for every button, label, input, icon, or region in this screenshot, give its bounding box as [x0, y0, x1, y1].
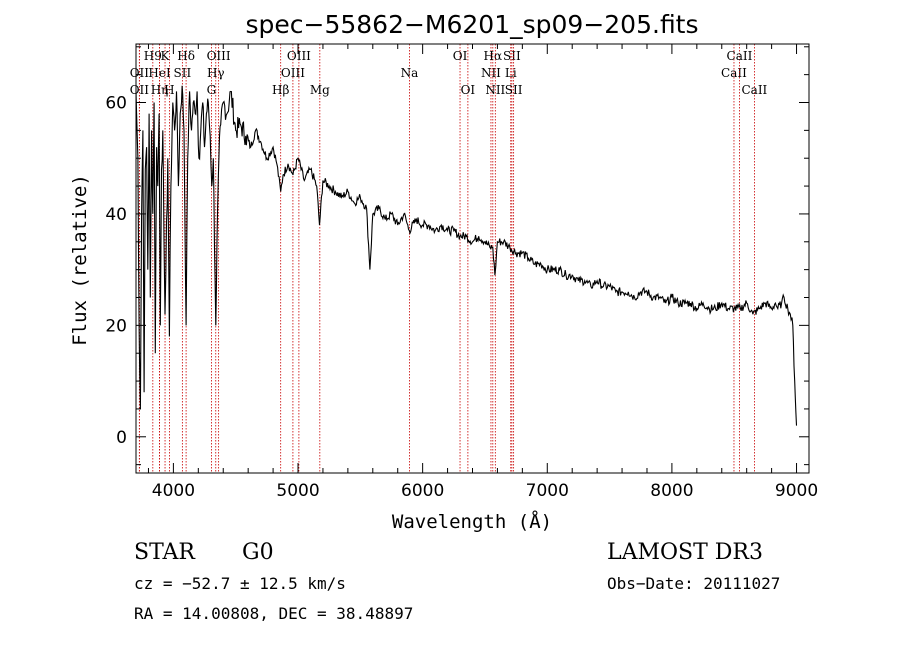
line-marker-label: CaII: [741, 83, 767, 97]
radec-label: RA = 14.00808, DEC = 38.48897: [134, 604, 413, 623]
x-tick-label: 4000: [152, 481, 195, 501]
obs-date-label: Obs−Date: 20111027: [607, 574, 780, 593]
survey-label: LAMOST DR3: [607, 540, 763, 565]
y-tick-label: 20: [105, 316, 127, 336]
y-tick-label: 0: [116, 428, 127, 448]
line-marker-label: OII: [130, 83, 150, 97]
line-marker-label: OI: [453, 49, 468, 63]
line-marker-label: SII: [174, 66, 192, 80]
object-class: STAR: [134, 540, 196, 565]
line-marker-label: Hδ: [177, 49, 195, 63]
line-marker-label: NII: [485, 83, 505, 97]
line-marker-label: Na: [401, 66, 419, 80]
line-marker-label: CaII: [727, 49, 753, 63]
x-tick-label: 7000: [526, 481, 569, 501]
y-tick-label: 60: [105, 94, 127, 114]
line-marker-label: SII: [505, 83, 523, 97]
line-markers: OIIOIIH9HηHeIKHSIIHδGHγOIIIHβOIIIOIIIMgN…: [130, 44, 768, 473]
x-tick-label: 5000: [276, 481, 319, 501]
line-marker-label: Hα: [484, 49, 503, 63]
line-marker-label: OI: [461, 83, 476, 97]
y-axis-label: Flux (relative): [69, 174, 91, 346]
chart-title: spec−55862−M6201_sp09−205.fits: [245, 10, 698, 39]
line-marker-label: OIII: [281, 66, 305, 80]
line-marker-label: Hβ: [272, 83, 289, 97]
x-tick-label: 8000: [650, 481, 693, 501]
line-marker-label: OIII: [207, 49, 231, 63]
line-marker-label: HeI: [148, 66, 171, 80]
object-subclass: G0: [242, 540, 274, 565]
x-tick-label: 9000: [775, 481, 818, 501]
line-marker-label: CaII: [721, 66, 747, 80]
line-marker-label: G: [207, 83, 217, 97]
line-marker-label: OIII: [287, 49, 311, 63]
line-marker-label: NII: [481, 66, 501, 80]
y-tick-label: 40: [105, 205, 127, 225]
x-tick-label: 6000: [401, 481, 444, 501]
x-axis-label: Wavelength (Å): [392, 510, 552, 533]
line-marker-label: H9: [144, 49, 162, 63]
plot-frame: [135, 43, 810, 474]
line-marker-label: SII: [503, 49, 521, 63]
line-marker-label: K: [161, 49, 171, 63]
redshift-label: cz = −52.7 ± 12.5 km/s: [134, 574, 346, 593]
line-marker-label: Li: [505, 66, 517, 80]
line-marker-label: Hγ: [207, 66, 225, 80]
spectrum-line: [135, 85, 798, 426]
axis-ticks: 4000 5000 6000 7000 8000 9000 0 20 40 60: [105, 44, 818, 501]
line-marker-label: OII: [130, 66, 150, 80]
line-marker-label: H: [164, 83, 174, 97]
line-marker-label: Mg: [310, 83, 330, 97]
